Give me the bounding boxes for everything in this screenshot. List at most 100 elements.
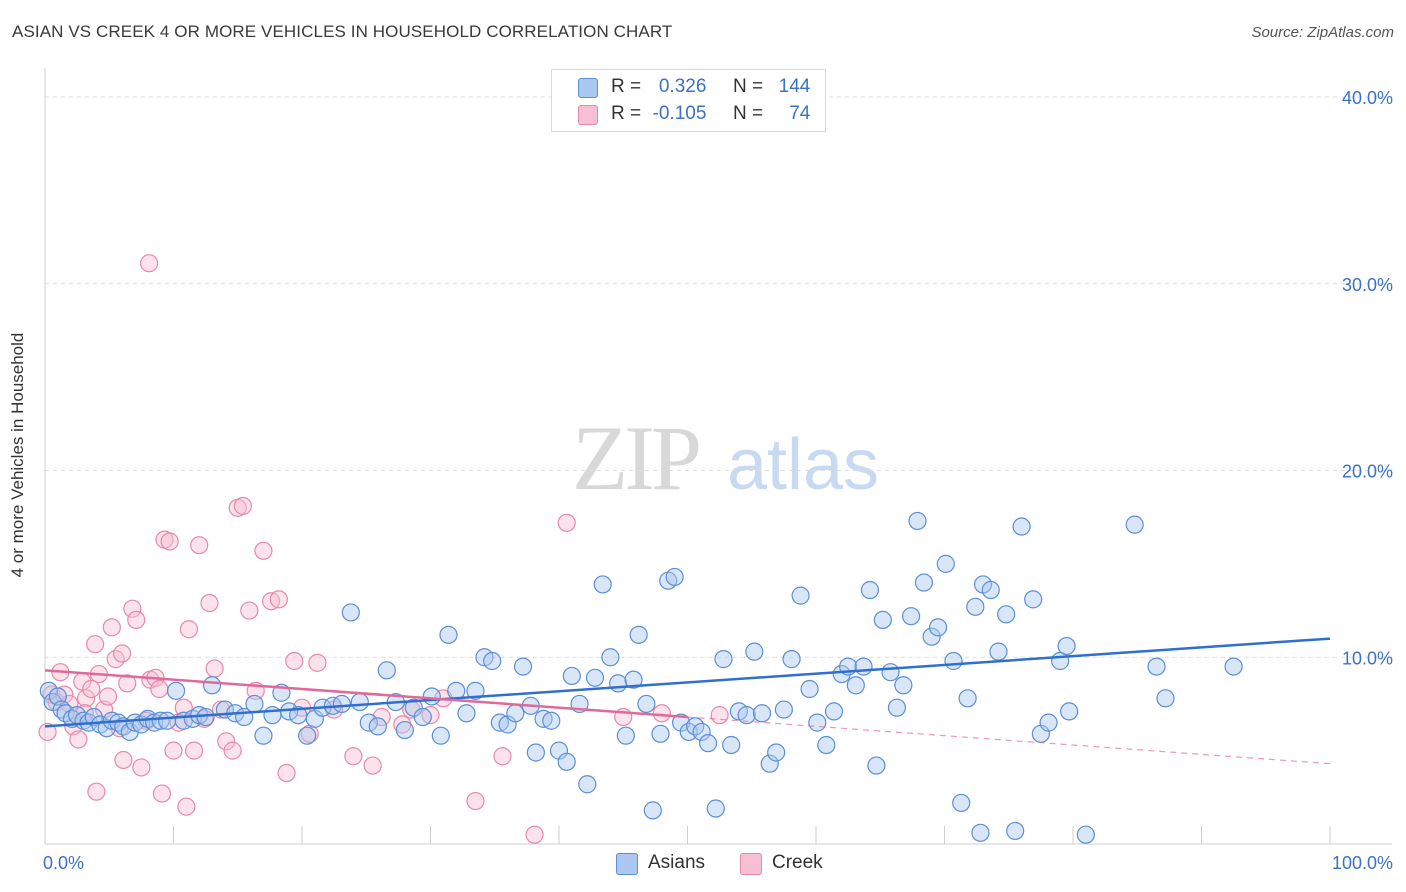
creek-point bbox=[114, 750, 133, 770]
creek-point bbox=[200, 593, 219, 613]
asians-point bbox=[1060, 702, 1079, 721]
asians-point bbox=[298, 726, 317, 745]
creek-point bbox=[118, 674, 137, 693]
x-tick-label: 0.0% bbox=[43, 853, 84, 873]
legend-text-asians: R = 0.326 N = 144 bbox=[611, 76, 810, 98]
asians-point bbox=[873, 610, 892, 630]
asians-point bbox=[767, 743, 786, 762]
asians-point bbox=[422, 687, 441, 706]
y-tick-label: 40.0% bbox=[1342, 88, 1393, 108]
asians-point bbox=[413, 707, 432, 727]
asians-point bbox=[1156, 689, 1175, 708]
creek-point bbox=[98, 687, 118, 706]
asians-point bbox=[439, 625, 458, 644]
asians-trend-line bbox=[44, 637, 1331, 728]
creek-point bbox=[269, 590, 288, 609]
creek-trend-extension bbox=[687, 716, 1331, 765]
asians-point bbox=[157, 711, 177, 730]
r-value-asians: 0.326 bbox=[658, 76, 707, 97]
asians-point bbox=[585, 668, 605, 687]
creek-point bbox=[363, 756, 382, 775]
asians-point bbox=[359, 713, 378, 732]
asians-point bbox=[908, 511, 927, 531]
creek-point bbox=[112, 644, 132, 663]
asians-point bbox=[966, 597, 985, 616]
creek-point bbox=[710, 706, 729, 725]
asians-point bbox=[981, 580, 1000, 600]
source-note: Source: ZipAtlas.com bbox=[1251, 24, 1394, 41]
creek-point bbox=[160, 532, 179, 551]
creek-point bbox=[164, 741, 183, 760]
asians-point bbox=[706, 799, 725, 818]
asians-point bbox=[737, 706, 756, 725]
asians-point bbox=[958, 689, 977, 708]
asians-point bbox=[808, 713, 827, 732]
asians-point bbox=[745, 642, 764, 661]
asians-point bbox=[557, 752, 576, 771]
creek-point bbox=[177, 797, 196, 816]
watermark-zip: ZIP bbox=[572, 407, 699, 509]
n-value-creek: 74 bbox=[789, 103, 811, 124]
creek-point bbox=[86, 635, 105, 654]
y-tick-label: 20.0% bbox=[1342, 462, 1393, 482]
asians-point bbox=[202, 676, 222, 695]
creek-trend-line bbox=[44, 669, 688, 719]
trend-lines bbox=[44, 637, 1331, 765]
creek-point bbox=[223, 741, 242, 760]
creek-point bbox=[127, 610, 146, 630]
asians-point bbox=[824, 702, 844, 721]
creek-point bbox=[308, 653, 327, 672]
creek-point bbox=[38, 722, 57, 742]
bottom-legend-swatch-creek bbox=[740, 853, 762, 875]
asians-point bbox=[542, 711, 561, 730]
asians-point bbox=[928, 618, 948, 637]
watermark: ZIP atlas bbox=[572, 407, 879, 509]
creek-point bbox=[557, 513, 576, 532]
n-value-asians: 144 bbox=[778, 76, 811, 97]
asians-point bbox=[854, 657, 873, 676]
asians-point bbox=[578, 775, 597, 794]
creek-point bbox=[205, 659, 224, 678]
asians-point bbox=[609, 674, 628, 693]
creek-point bbox=[344, 747, 363, 766]
asians-point bbox=[341, 603, 360, 622]
asians-point bbox=[39, 681, 58, 700]
asians-point bbox=[1012, 517, 1031, 536]
asians-point bbox=[1224, 657, 1243, 676]
asians-point bbox=[245, 694, 264, 714]
creek-point bbox=[123, 599, 142, 618]
creek-point bbox=[139, 254, 159, 273]
asians-point bbox=[483, 651, 502, 671]
axes bbox=[44, 68, 1392, 845]
asians-point bbox=[1057, 636, 1076, 656]
bottom-legend-label-asians: Asians bbox=[648, 852, 706, 873]
asians-point bbox=[593, 575, 612, 594]
asians-point bbox=[714, 650, 733, 669]
asians-point bbox=[457, 704, 476, 723]
asians-point bbox=[151, 711, 170, 730]
asians-point bbox=[629, 625, 648, 644]
creek-point bbox=[152, 784, 172, 803]
creek-point bbox=[132, 758, 151, 777]
asians-point bbox=[643, 801, 662, 820]
asians-point bbox=[671, 713, 691, 732]
n-label: N = bbox=[732, 103, 764, 124]
legend-text-creek: R = -0.105 N = 74 bbox=[611, 103, 810, 125]
y-tick-label: 10.0% bbox=[1342, 648, 1393, 668]
creek-point bbox=[652, 704, 671, 723]
asians-point bbox=[1006, 821, 1025, 841]
asians-point bbox=[1024, 590, 1043, 609]
asians-point bbox=[254, 726, 273, 745]
asians-point bbox=[944, 651, 963, 671]
asians-point bbox=[800, 679, 819, 699]
legend-swatch-asians bbox=[578, 78, 598, 98]
asians-point bbox=[526, 743, 545, 762]
asians-point bbox=[624, 670, 643, 689]
asians-point bbox=[867, 756, 886, 775]
creek-point bbox=[190, 536, 209, 555]
r-value-creek: -0.105 bbox=[652, 103, 707, 124]
bottom-legend-label-creek: Creek bbox=[772, 852, 823, 873]
asians-point bbox=[752, 704, 772, 723]
asians-point bbox=[760, 754, 779, 773]
